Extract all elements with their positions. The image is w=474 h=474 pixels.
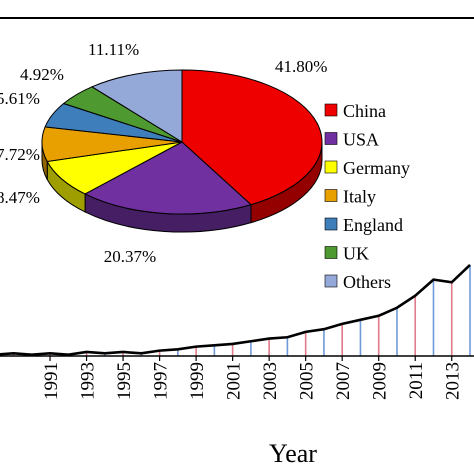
x-tick-label: 1997 xyxy=(151,362,172,400)
x-tick-label: 2013 xyxy=(443,362,464,400)
pie-label-others: 11.11% xyxy=(88,40,139,59)
legend-label-germany: Germany xyxy=(343,158,410,178)
pie-slice-others xyxy=(90,69,183,143)
series-line xyxy=(0,263,471,356)
legend-swatch-china xyxy=(324,103,338,117)
x-tick-label: 2001 xyxy=(224,362,245,400)
pie-label-italy: 7.72% xyxy=(0,145,40,164)
legend-label-italy: Italy xyxy=(343,187,376,207)
legend-label-others: Others xyxy=(343,272,391,292)
x-tick-label: 2005 xyxy=(297,362,318,400)
x-tick-label: 1999 xyxy=(187,362,208,400)
x-tick-label: 1995 xyxy=(114,362,135,400)
line-chart: 1987199119931995199719992001200320052007… xyxy=(0,263,474,400)
pie-label-usa: 20.37% xyxy=(104,247,156,266)
x-tick-label: 1993 xyxy=(78,362,99,400)
legend-label-china: China xyxy=(343,101,386,121)
x-tick-label: 2003 xyxy=(260,362,281,400)
pie-label-england: 5.61% xyxy=(0,89,40,108)
legend-swatch-usa xyxy=(324,132,338,145)
pie-chart: 41.80% 20.37% 8.47% 7.72% 5.61% 4.92% 11.11% xyxy=(0,40,327,266)
x-axis-title: Year xyxy=(269,439,317,468)
pie-label-china: 41.80% xyxy=(275,57,327,76)
pie-legend: China USA Germany Italy England UK Others xyxy=(324,101,410,292)
legend-swatch-england xyxy=(324,217,338,231)
pie-slice-china xyxy=(181,69,323,206)
pie-label-uk: 4.92% xyxy=(20,65,64,84)
pie-slice-usa xyxy=(83,141,252,215)
x-tick-label: 2007 xyxy=(333,362,354,400)
legend-swatch-italy xyxy=(324,189,338,202)
legend-swatch-others xyxy=(324,274,338,288)
legend-swatch-uk xyxy=(324,246,338,259)
legend-swatch-germany xyxy=(324,160,338,174)
x-tick-label: 1991 xyxy=(41,362,62,400)
legend-label-england: England xyxy=(343,215,403,235)
x-tick-label: 2009 xyxy=(370,362,391,400)
x-tick-label: 2011 xyxy=(406,362,427,399)
legend-label-uk: UK xyxy=(343,244,369,264)
legend-label-usa: USA xyxy=(343,130,379,150)
pie-label-germany: 8.47% xyxy=(0,188,40,207)
